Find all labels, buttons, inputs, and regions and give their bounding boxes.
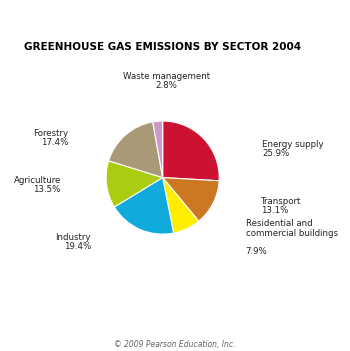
- Text: 13.5%: 13.5%: [34, 185, 61, 194]
- Wedge shape: [153, 121, 163, 178]
- Text: Industry: Industry: [56, 233, 91, 242]
- Text: Agriculture: Agriculture: [13, 176, 61, 185]
- Text: Forestry: Forestry: [33, 130, 68, 138]
- Text: 2.8%: 2.8%: [155, 81, 177, 90]
- Text: Transport: Transport: [261, 197, 301, 206]
- Text: Waste management: Waste management: [123, 72, 210, 81]
- Text: Residential and
commercial buildings: Residential and commercial buildings: [246, 219, 338, 238]
- Wedge shape: [163, 121, 219, 181]
- Text: Energy supply: Energy supply: [262, 140, 324, 149]
- Title: GREENHOUSE GAS EMISSIONS BY SECTOR 2004: GREENHOUSE GAS EMISSIONS BY SECTOR 2004: [24, 41, 301, 52]
- Text: 13.1%: 13.1%: [261, 206, 288, 215]
- Wedge shape: [163, 178, 219, 221]
- Text: 17.4%: 17.4%: [41, 138, 68, 147]
- Text: 25.9%: 25.9%: [262, 149, 289, 158]
- Wedge shape: [114, 178, 174, 234]
- Text: 19.4%: 19.4%: [64, 242, 91, 251]
- Text: 7.9%: 7.9%: [246, 247, 267, 256]
- Wedge shape: [106, 161, 163, 207]
- Text: © 2009 Pearson Education, Inc.: © 2009 Pearson Education, Inc.: [114, 340, 236, 349]
- Wedge shape: [108, 122, 163, 178]
- Wedge shape: [163, 178, 199, 233]
